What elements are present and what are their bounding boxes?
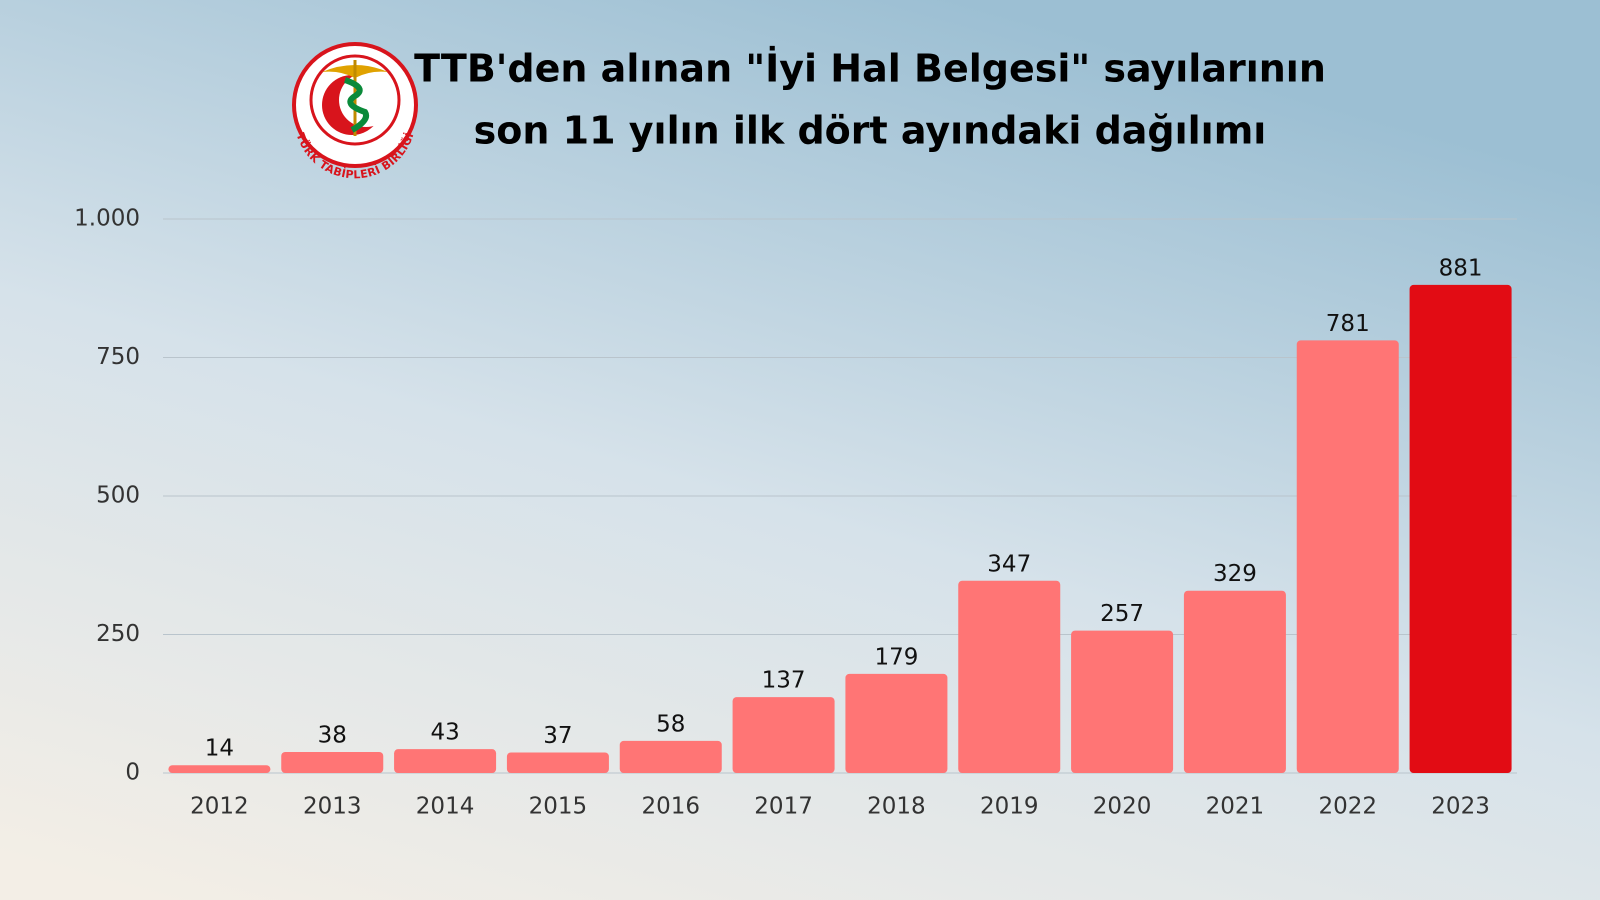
chart-title: son 11 yılın ilk dört ayındaki dağılımı [474, 109, 1267, 153]
value-label: 58 [656, 711, 685, 737]
y-tick-label: 500 [96, 483, 140, 509]
x-tick-label: 2015 [529, 794, 588, 820]
x-tick-label: 2020 [1093, 794, 1152, 820]
chart-title: TTB'den alınan "İyi Hal Belgesi" sayılar… [414, 47, 1326, 91]
bar [394, 749, 497, 773]
y-tick-label: 1.000 [74, 206, 140, 232]
bar [1071, 630, 1174, 773]
x-tick-label: 2022 [1318, 794, 1377, 820]
x-tick-label: 2012 [190, 794, 249, 820]
y-tick-label: 750 [96, 344, 140, 370]
x-tick-label: 2021 [1206, 794, 1265, 820]
value-label: 137 [762, 668, 806, 694]
x-tick-label: 2019 [980, 794, 1039, 820]
bar [1409, 284, 1512, 773]
bar [506, 752, 609, 773]
x-tick-label: 2016 [641, 794, 700, 820]
bar [958, 580, 1061, 773]
value-label: 37 [543, 723, 572, 749]
x-tick-label: 2018 [867, 794, 926, 820]
value-label: 43 [430, 720, 459, 746]
value-label: 347 [987, 551, 1031, 577]
logo: TÜRK TABİPLERİ BİRLİĞİ [292, 42, 418, 181]
bar [281, 751, 384, 773]
bar [168, 765, 271, 773]
bar [845, 673, 948, 773]
value-label: 179 [874, 644, 918, 670]
value-label: 329 [1213, 561, 1257, 587]
value-label: 881 [1439, 255, 1483, 281]
value-label: 257 [1100, 601, 1144, 627]
value-label: 14 [205, 736, 234, 762]
bar [732, 697, 835, 773]
value-label: 781 [1326, 311, 1370, 337]
y-tick-label: 0 [125, 760, 140, 786]
x-tick-label: 2013 [303, 794, 362, 820]
x-tick-label: 2023 [1431, 794, 1490, 820]
x-tick-label: 2014 [416, 794, 475, 820]
bar [1296, 340, 1399, 773]
x-tick-label: 2017 [754, 794, 813, 820]
y-tick-label: 250 [96, 621, 140, 647]
bar [619, 740, 722, 773]
bar [1183, 590, 1286, 773]
value-label: 38 [318, 722, 347, 748]
